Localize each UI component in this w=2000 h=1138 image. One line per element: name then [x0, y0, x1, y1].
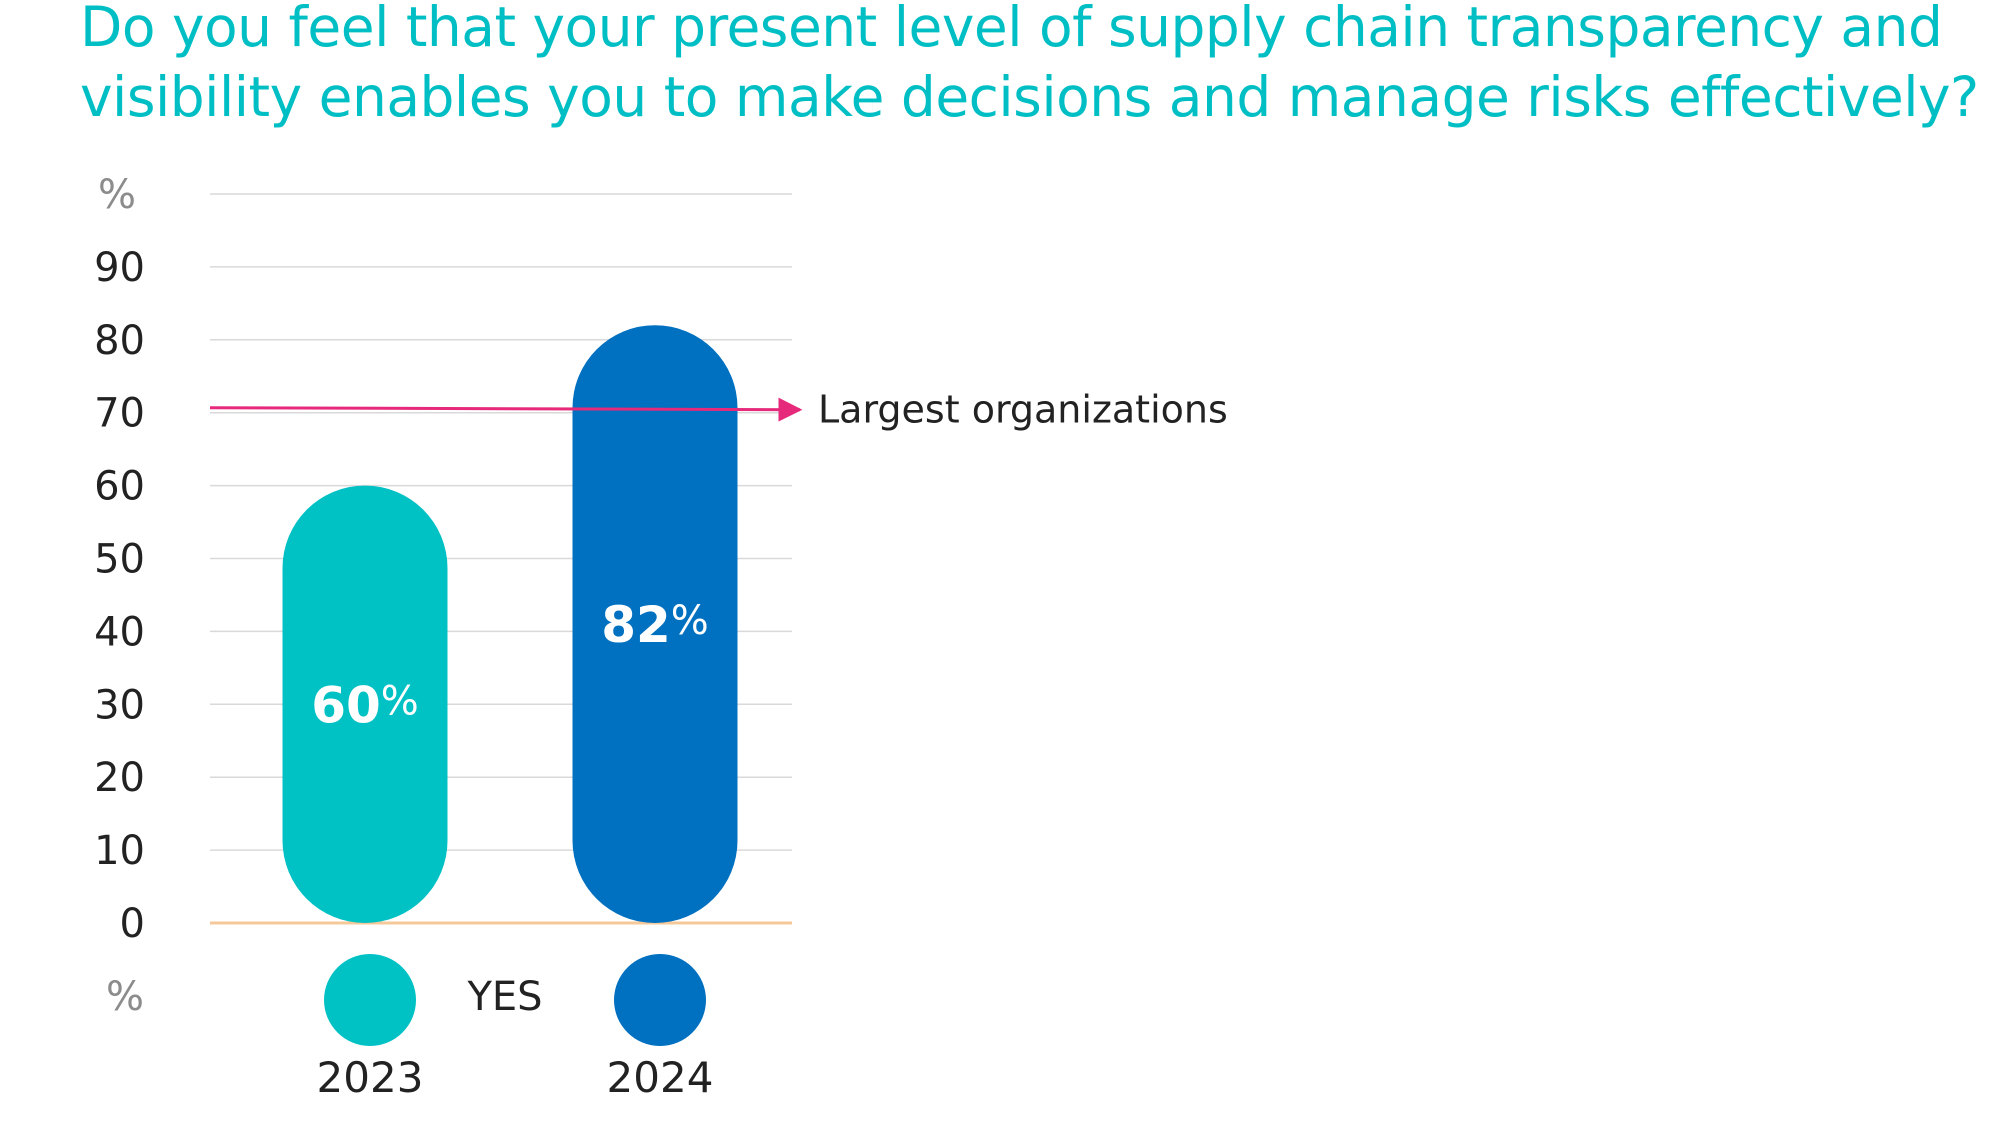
bar-value-label: 60%	[311, 676, 419, 734]
y-tick-label: 40	[94, 609, 145, 655]
y-tick-label: 50	[94, 537, 145, 583]
reference-line-label: Largest organizations	[818, 388, 1228, 432]
chart-title-line-1: Do you feel that your present level of s…	[80, 0, 1943, 59]
legend-label: YES	[466, 974, 542, 1020]
y-tick-label: 10	[94, 828, 145, 874]
y-tick-label: 0	[120, 901, 145, 947]
legend-marker-2024	[614, 954, 706, 1046]
reference-line-group: Largest organizations	[209, 388, 1228, 432]
legend: 2023 2024 YES	[317, 954, 714, 1102]
y-tick-label: 90	[94, 245, 145, 291]
y-tick-label: 30	[94, 682, 145, 728]
chart-title: Do you feel that your present level of s…	[80, 0, 1995, 132]
y-axis-ticks: %% 90 80 70 60 50 40 30 20 10 0	[94, 172, 145, 1020]
legend-marker-2023	[324, 954, 416, 1046]
chart-title-line-2: visibility enables you to make decisions…	[80, 65, 1979, 129]
x-category-label: 2023	[317, 1053, 424, 1102]
y-axis-unit-bottom: %	[106, 974, 144, 1020]
bar-2023	[282, 485, 448, 923]
y-tick-label: 60	[94, 464, 145, 510]
bar-value-label: 82%	[601, 596, 709, 654]
bar-2024	[572, 325, 738, 924]
bars: 60% 82%	[282, 325, 738, 924]
y-tick-label: 20	[94, 755, 145, 801]
x-category-label: 2024	[607, 1053, 714, 1102]
y-axis-unit-top: %	[98, 172, 136, 218]
y-tick-label: 70	[94, 391, 145, 437]
reference-line	[209, 397, 803, 422]
y-tick-label: 80	[94, 318, 145, 364]
